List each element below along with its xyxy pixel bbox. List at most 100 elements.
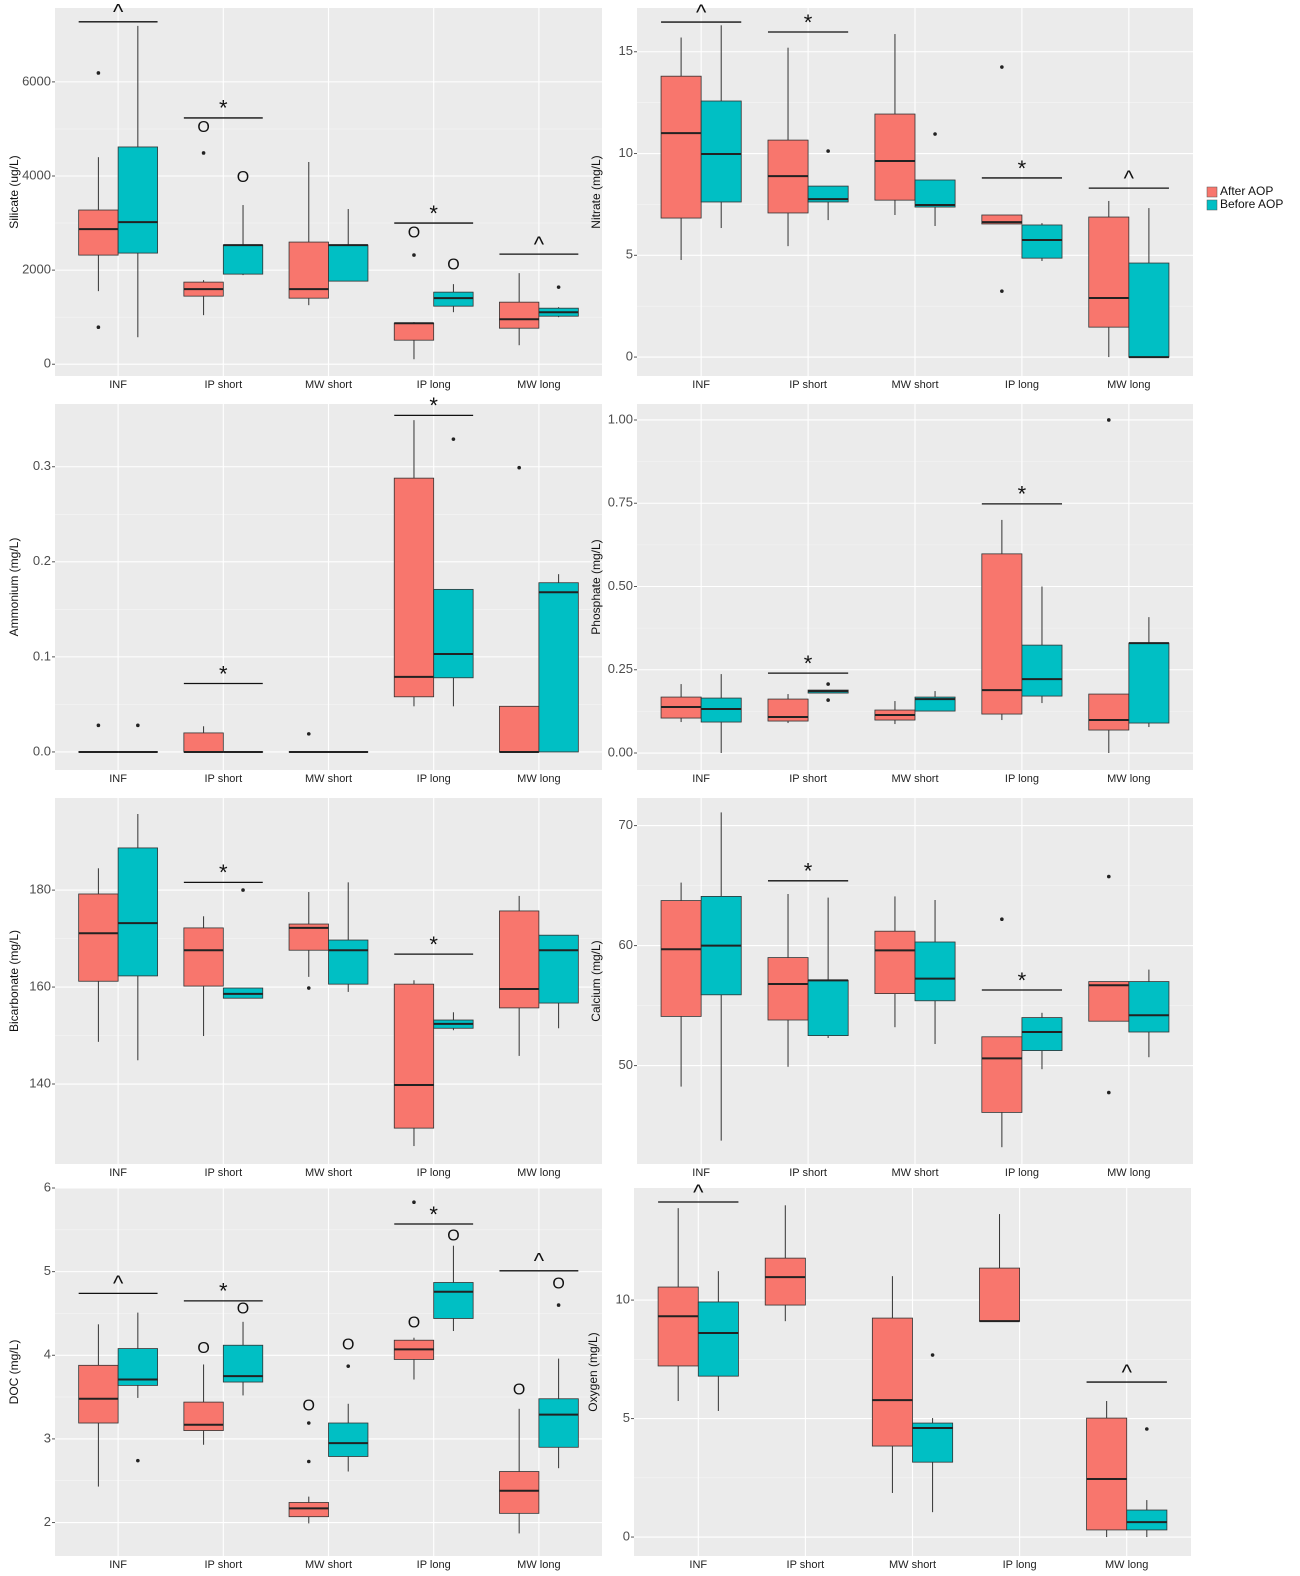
y-tick-label: 0.25: [608, 661, 633, 676]
x-tick-label: MW long: [517, 773, 560, 785]
outlier: [556, 285, 561, 289]
outlier: [1106, 874, 1111, 879]
y-tick-label: 0.75: [608, 495, 633, 510]
box: [1021, 1017, 1063, 1051]
box: [912, 1422, 954, 1463]
significance-label: ^: [534, 1249, 545, 1274]
box: [222, 244, 264, 275]
y-tick-label: 180: [29, 882, 51, 897]
box: [288, 1502, 329, 1518]
y-tick-label: 0.50: [608, 578, 633, 593]
x-tick-label: IP short: [204, 379, 242, 391]
y-tick-label: 10: [619, 145, 633, 160]
significance-label: *: [429, 932, 438, 957]
y-tick-label: 140: [29, 1075, 51, 1090]
box: [183, 927, 224, 987]
y-axis-label: Bicarbonate (mg/L): [7, 930, 21, 1032]
x-tick-label: IP short: [204, 1167, 242, 1179]
x-tick-label: MW short: [891, 1167, 938, 1179]
panel: 2 3 4 5 6 INF IP short MW short IP long MW long DO…: [7, 1179, 602, 1571]
x-tick-label: INF: [109, 773, 127, 785]
y-tick-label: 2: [44, 1514, 51, 1529]
box: [660, 900, 702, 1017]
box: [1088, 216, 1130, 328]
y-tick-label: 0: [623, 1528, 630, 1543]
outlier: [1145, 1427, 1149, 1431]
y-tick-label: 70: [619, 817, 633, 832]
box: [1126, 1509, 1168, 1531]
significance-label: ^: [534, 232, 545, 257]
x-tick-label: IP short: [787, 1559, 825, 1571]
significance-label: *: [219, 1279, 228, 1304]
outlier: [1106, 1090, 1111, 1095]
box: [1021, 644, 1063, 697]
y-tick-label: 0.0: [33, 743, 51, 758]
x-tick-label: MW long: [1107, 1167, 1150, 1179]
significance-label: ^: [113, 1271, 124, 1296]
outlier-letter: O: [197, 119, 209, 136]
panel: 140 160 180 INF IP short MW short IP long MW lo…: [7, 798, 602, 1179]
legend-label: After AOP: [1220, 184, 1273, 198]
box: [914, 696, 956, 712]
x-tick-label: IP long: [417, 1167, 451, 1179]
y-tick-label: 60: [619, 937, 633, 952]
box: [393, 477, 435, 698]
x-tick-label: IP short: [204, 773, 242, 785]
outlier: [136, 1458, 140, 1463]
x-tick-label: INF: [689, 1559, 707, 1571]
x-tick-label: IP short: [789, 773, 827, 785]
x-tick-label: INF: [109, 1167, 127, 1179]
box: [433, 588, 474, 679]
box: [874, 930, 916, 995]
x-tick-label: INF: [109, 379, 127, 391]
box: [1128, 642, 1170, 724]
box: [657, 1286, 699, 1367]
outlier-letter: O: [447, 1228, 459, 1245]
legend-label: Before AOP: [1220, 197, 1283, 211]
box: [393, 983, 435, 1129]
x-tick-label: IP long: [1005, 1167, 1039, 1179]
outlier-letter: O: [513, 1382, 525, 1399]
y-tick-label: 0.00: [608, 744, 633, 759]
outlier: [826, 698, 830, 702]
outlier: [136, 723, 140, 728]
x-tick-label: MW long: [517, 379, 560, 391]
box: [78, 1364, 119, 1424]
y-axis-label: Silicate (ug/L): [7, 155, 21, 228]
x-tick-label: INF: [692, 379, 710, 391]
box: [981, 553, 1023, 715]
x-tick-label: IP long: [1005, 773, 1039, 785]
x-tick-label: IP short: [204, 1559, 242, 1571]
box: [807, 185, 849, 203]
panel: 0.00 0.25 0.50 0.75 1.00 INF IP short MW short I…: [589, 404, 1193, 785]
y-axis-label: Ammonium (mg/L): [7, 538, 21, 637]
x-tick-label: IP long: [417, 773, 451, 785]
outlier: [826, 682, 830, 686]
box: [700, 100, 742, 203]
y-tick-label: 15: [619, 43, 633, 58]
outlier-letter: O: [237, 1300, 249, 1317]
box: [328, 1422, 369, 1457]
outlier: [1000, 289, 1004, 293]
x-tick-label: IP long: [417, 1559, 451, 1571]
y-tick-label: 0: [626, 349, 633, 364]
significance-label: *: [1018, 968, 1027, 993]
panel: 0 2000 4000 6000 INF IP short MW short IP long M…: [7, 0, 602, 391]
box: [1021, 224, 1063, 259]
significance-label: *: [804, 859, 813, 884]
box: [117, 847, 158, 977]
outlier: [241, 888, 245, 892]
box: [807, 980, 849, 1037]
x-tick-label: INF: [109, 1559, 127, 1571]
box: [767, 698, 809, 722]
panel: 50 60 70 INF IP short MW short IP long MW long C…: [589, 798, 1193, 1179]
x-tick-label: MW short: [305, 1167, 352, 1179]
panel: 0.0 0.1 0.2 0.3 INF IP short MW short IP long MW…: [7, 393, 602, 785]
x-tick-label: IP long: [1005, 379, 1039, 391]
box: [871, 1317, 913, 1447]
significance-label: *: [804, 10, 813, 35]
panel: 0 5 10 INF IP short MW short IP long MW long Oxy…: [586, 1180, 1191, 1571]
x-tick-label: MW short: [889, 1559, 936, 1571]
